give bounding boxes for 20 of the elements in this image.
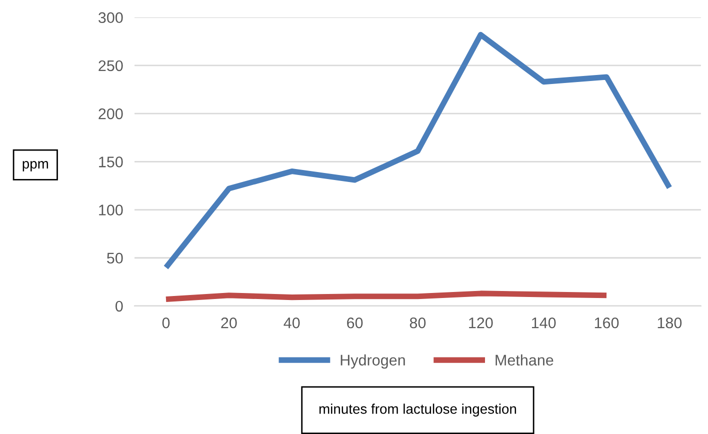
y-tick-label: 100 [99, 204, 123, 216]
y-tick-label: 300 [98, 12, 123, 24]
legend-label: Methane [496, 354, 554, 366]
y-tick-label: 250 [98, 60, 123, 72]
y-tick-label: 200 [98, 108, 123, 120]
x-tick-label: 40 [284, 317, 300, 328]
y-axis-title: ppm [22, 161, 48, 172]
y-tick-label: 150 [99, 156, 123, 168]
legend-label: Hydrogen [340, 354, 405, 369]
x-tick-label: 180 [658, 317, 682, 328]
x-tick-label: 140 [532, 317, 556, 328]
text: minutes from lactulose ingestion [319, 404, 516, 417]
x-tick-label: 120 [469, 317, 493, 328]
x-tick-label: 80 [410, 317, 426, 328]
y-tick-label: 50 [107, 252, 123, 264]
x-tick-label: 60 [347, 317, 363, 328]
x-tick-label: 20 [221, 317, 237, 328]
y-tick-label: 0 [116, 300, 123, 312]
x-tick-label: 160 [594, 317, 619, 328]
x-tick-label: 0 [162, 317, 170, 328]
